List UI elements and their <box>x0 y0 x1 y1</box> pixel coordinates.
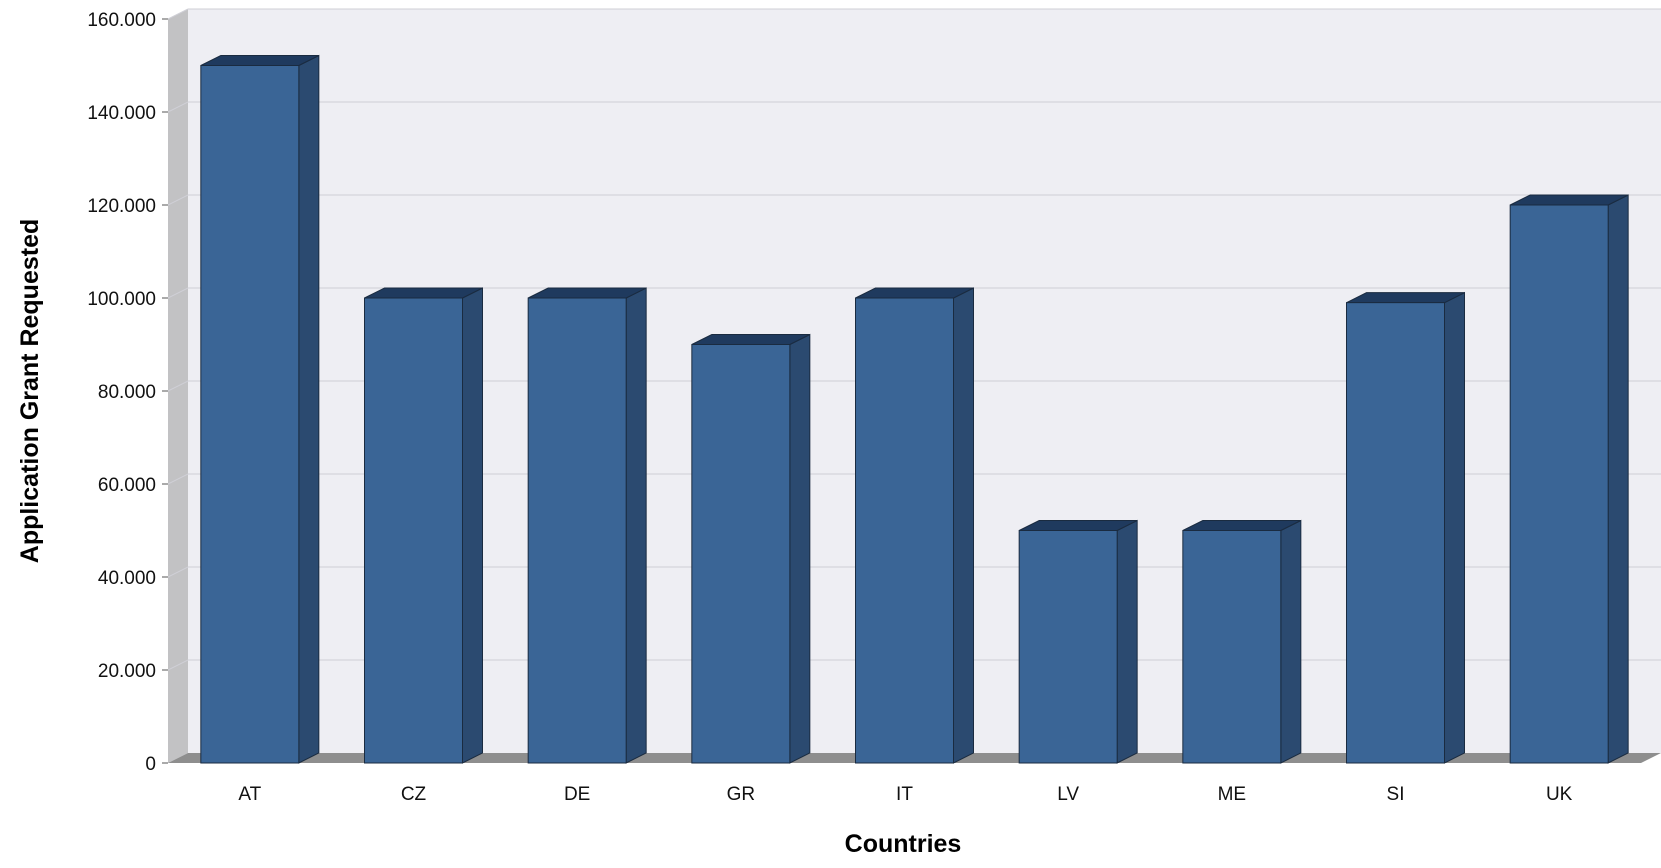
x-tick-label: SI <box>1387 784 1405 805</box>
bar-it <box>855 287 974 764</box>
x-tick-label: AT <box>238 784 261 805</box>
bar-cz <box>364 287 483 764</box>
bar-top <box>527 287 647 299</box>
bar-side <box>625 287 647 764</box>
y-tick-label: 120.000 <box>87 196 156 217</box>
bar-side <box>298 54 320 764</box>
bar-side <box>1444 291 1465 764</box>
bar-front <box>691 344 791 764</box>
gridline-side <box>167 473 189 485</box>
bar-top <box>1182 520 1302 531</box>
bar-gr <box>691 333 811 764</box>
y-tick-label: 40.000 <box>98 568 156 589</box>
gridline-side <box>167 8 189 20</box>
x-tick-label: CZ <box>401 784 427 805</box>
bar-front <box>1182 530 1282 764</box>
x-axis-ticks: AT CZ DE GR IT LV ME SI UK <box>238 784 1572 805</box>
x-tick-label: ME <box>1218 784 1247 805</box>
bar-side <box>1116 519 1138 764</box>
x-tick-label: IT <box>896 784 913 805</box>
bar-top <box>1509 194 1629 206</box>
bar-side <box>462 287 483 764</box>
y-tick-label: 0 <box>145 754 156 775</box>
y-tick-label: 160.000 <box>87 10 156 31</box>
y-tick-label: 140.000 <box>87 103 156 124</box>
bar-front <box>200 65 300 764</box>
x-tick-label: GR <box>727 784 756 805</box>
bar-front <box>527 297 627 764</box>
y-axis-title: Application Grant Requested <box>16 219 44 563</box>
gridline-side <box>167 659 189 671</box>
bar-top <box>364 287 483 299</box>
bar-side <box>953 287 974 764</box>
y-tick-label: 100.000 <box>87 289 156 310</box>
bar-si <box>1346 291 1465 764</box>
bar-top <box>200 55 320 66</box>
gridline-side <box>167 287 189 299</box>
gridline-side <box>167 566 189 578</box>
bar-top <box>855 287 974 299</box>
gridline-side <box>167 194 189 206</box>
bar-front <box>1509 204 1609 764</box>
gridline-side <box>167 101 189 113</box>
bar-lv <box>1018 519 1138 764</box>
bar-top <box>1346 292 1465 304</box>
bar-side <box>1607 194 1629 764</box>
bar-top <box>1018 520 1138 531</box>
bar-uk <box>1509 194 1629 764</box>
y-tick-label: 20.000 <box>98 661 156 682</box>
gridline-side <box>167 380 189 392</box>
y-tick-label: 80.000 <box>98 382 156 403</box>
bar-front <box>1018 530 1118 764</box>
bars <box>200 54 1629 764</box>
bar-front <box>364 297 463 764</box>
x-tick-label: LV <box>1057 784 1079 805</box>
bar-side <box>1280 519 1302 764</box>
bar-top <box>691 334 811 345</box>
x-tick-label: DE <box>564 784 590 805</box>
y-tick-label: 60.000 <box>98 475 156 496</box>
bar-side <box>789 333 811 764</box>
bar-me <box>1182 519 1302 764</box>
bar-de <box>527 287 647 764</box>
bar-front <box>855 297 954 764</box>
y-axis-ticks: 0 20.000 40.000 60.000 80.000 100.000 120.000 1… <box>87 10 168 775</box>
bar-front <box>1346 302 1445 764</box>
x-tick-label: UK <box>1546 784 1573 805</box>
bar-at <box>200 54 320 764</box>
x-axis-title: Countries <box>845 830 962 858</box>
